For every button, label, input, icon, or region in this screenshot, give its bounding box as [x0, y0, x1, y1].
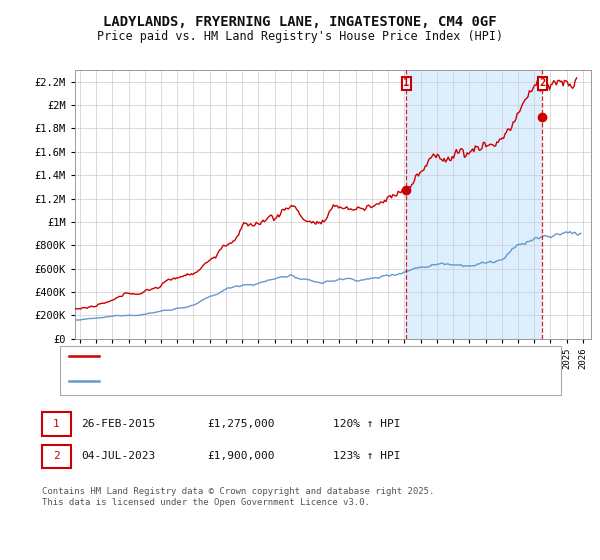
Text: LADYLANDS, FRYERNING LANE, INGATESTONE, CM4 0GF: LADYLANDS, FRYERNING LANE, INGATESTONE, …: [103, 15, 497, 29]
Text: LADYLANDS, FRYERNING LANE, INGATESTONE, CM4 0GF (detached house): LADYLANDS, FRYERNING LANE, INGATESTONE, …: [105, 351, 489, 361]
Text: 123% ↑ HPI: 123% ↑ HPI: [333, 451, 401, 461]
Text: £1,275,000: £1,275,000: [207, 419, 275, 429]
Text: 120% ↑ HPI: 120% ↑ HPI: [333, 419, 401, 429]
Text: 2: 2: [539, 78, 545, 88]
Bar: [406, 70, 542, 339]
Text: Price paid vs. HM Land Registry's House Price Index (HPI): Price paid vs. HM Land Registry's House …: [97, 30, 503, 43]
Text: 1: 1: [403, 78, 409, 88]
Text: HPI: Average price, detached house, Brentwood: HPI: Average price, detached house, Bren…: [105, 376, 375, 386]
Text: 2: 2: [53, 451, 60, 461]
Text: £1,900,000: £1,900,000: [207, 451, 275, 461]
Text: 04-JUL-2023: 04-JUL-2023: [81, 451, 155, 461]
Text: 26-FEB-2015: 26-FEB-2015: [81, 419, 155, 429]
Text: Contains HM Land Registry data © Crown copyright and database right 2025.
This d: Contains HM Land Registry data © Crown c…: [42, 487, 434, 507]
Text: 1: 1: [53, 419, 60, 429]
